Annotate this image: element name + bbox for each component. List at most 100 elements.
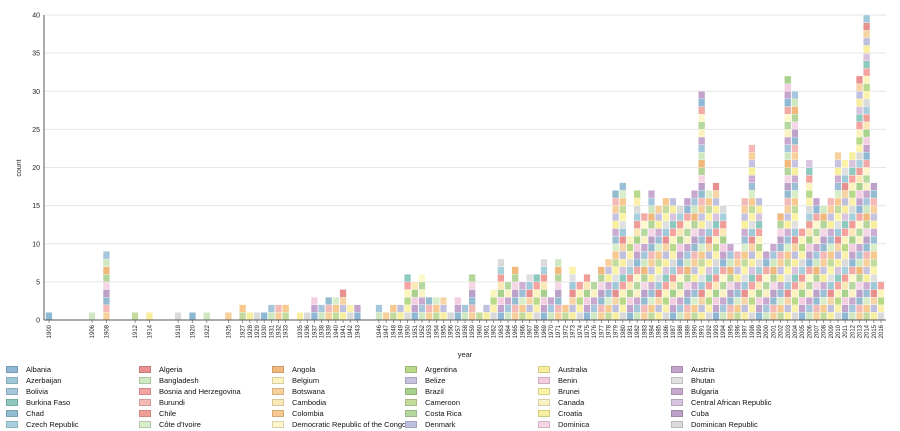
legend-item[interactable]: Cambodia — [272, 397, 326, 408]
bar-1972[interactable] — [561, 304, 569, 321]
bar-1979[interactable] — [612, 190, 620, 321]
bar-1961[interactable] — [483, 304, 490, 321]
bar-1995[interactable] — [726, 243, 734, 321]
bar-1996[interactable] — [734, 251, 741, 321]
bar-1906[interactable] — [88, 312, 96, 321]
bar-1931[interactable] — [267, 304, 275, 321]
bar-1932[interactable] — [275, 304, 282, 321]
bar-1946[interactable] — [375, 304, 383, 321]
bar-1984[interactable] — [648, 190, 655, 321]
legend-item[interactable]: Australia — [538, 364, 587, 375]
bar-1997[interactable] — [741, 197, 749, 321]
bar-1965[interactable] — [511, 266, 519, 321]
legend-item[interactable]: Czech Republic — [6, 419, 79, 430]
bar-1992[interactable] — [705, 190, 713, 321]
legend-item[interactable]: Costa Rica — [405, 408, 462, 419]
legend-item[interactable]: Albania — [6, 364, 51, 375]
legend-item[interactable]: Brunei — [538, 386, 580, 397]
bar-1990[interactable] — [691, 190, 698, 321]
legend-item[interactable]: Belize — [405, 375, 445, 386]
bar-1918[interactable] — [174, 312, 182, 321]
legend-item[interactable]: Colombia — [272, 408, 324, 419]
bar-2005[interactable] — [798, 228, 806, 321]
bar-1940[interactable] — [332, 296, 340, 321]
bar-1951[interactable] — [411, 281, 419, 321]
bar-1968[interactable] — [533, 274, 541, 321]
legend-item[interactable]: Algeria — [139, 364, 182, 375]
bar-1976[interactable] — [590, 281, 598, 321]
bar-1987[interactable] — [669, 197, 677, 321]
bar-1963[interactable] — [497, 258, 505, 321]
legend-item[interactable]: Chad — [6, 408, 44, 419]
bar-2003[interactable] — [784, 75, 792, 321]
bar-1900[interactable] — [45, 312, 53, 321]
bar-1958[interactable] — [461, 304, 469, 321]
bar-1927[interactable] — [239, 304, 247, 321]
bar-1912[interactable] — [131, 312, 139, 321]
legend-item[interactable]: Dominica — [538, 419, 589, 430]
bar-1956[interactable] — [447, 312, 455, 321]
bar-2015[interactable] — [870, 182, 878, 321]
bar-2001[interactable] — [769, 243, 777, 321]
legend-item[interactable]: Dominican Republic — [671, 419, 758, 430]
bar-2014[interactable] — [863, 14, 871, 321]
bar-1922[interactable] — [203, 312, 211, 321]
bar-1938[interactable] — [318, 304, 325, 321]
bar-1930[interactable] — [260, 312, 268, 321]
bar-1970[interactable] — [547, 296, 555, 321]
legend-item[interactable]: Austria — [671, 364, 714, 375]
bar-2012[interactable] — [848, 152, 856, 321]
bar-1989[interactable] — [683, 197, 691, 321]
legend-item[interactable]: Chile — [139, 408, 176, 419]
bar-1959[interactable] — [468, 274, 476, 321]
bar-1973[interactable] — [569, 266, 577, 321]
bar-2007[interactable] — [813, 197, 820, 321]
bar-1948[interactable] — [389, 304, 397, 321]
bar-1978[interactable] — [605, 258, 612, 321]
bar-1949[interactable] — [396, 304, 404, 321]
bar-1991[interactable] — [698, 91, 706, 321]
legend-item[interactable]: Botswana — [272, 386, 325, 397]
bar-1943[interactable] — [353, 304, 361, 321]
legend-item[interactable]: Azerbaijan — [6, 375, 61, 386]
bar-1975[interactable] — [583, 274, 591, 321]
bar-1977[interactable] — [597, 266, 605, 321]
legend-item[interactable]: Belgium — [272, 375, 319, 386]
legend-item[interactable]: Burkina Faso — [6, 397, 70, 408]
bar-1947[interactable] — [382, 312, 390, 321]
legend-item[interactable]: Brazil — [405, 386, 444, 397]
legend-item[interactable]: Cameroon — [405, 397, 460, 408]
legend-item[interactable]: Bulgaria — [671, 386, 719, 397]
bar-1971[interactable] — [554, 258, 562, 321]
bar-1981[interactable] — [626, 235, 634, 321]
bar-2013[interactable] — [856, 75, 863, 321]
bar-2000[interactable] — [762, 251, 770, 321]
legend-item[interactable]: Canada — [538, 397, 584, 408]
bar-1941[interactable] — [339, 289, 347, 321]
legend-item[interactable]: Bhutan — [671, 375, 715, 386]
bar-1955[interactable] — [440, 296, 447, 321]
bar-1982[interactable] — [633, 190, 641, 321]
bar-1966[interactable] — [518, 281, 526, 321]
bar-1929[interactable] — [253, 312, 261, 321]
bar-1928[interactable] — [246, 312, 254, 321]
bar-2011[interactable] — [841, 159, 849, 321]
bar-2010[interactable] — [834, 152, 842, 321]
bar-1933[interactable] — [282, 304, 290, 321]
bar-1952[interactable] — [418, 274, 426, 321]
bar-1980[interactable] — [619, 182, 627, 321]
bar-1994[interactable] — [719, 205, 727, 321]
bar-1920[interactable] — [188, 312, 196, 321]
bar-1985[interactable] — [655, 205, 663, 321]
bar-2016[interactable] — [877, 281, 885, 321]
legend-item[interactable]: Côte d'Ivoire — [139, 419, 201, 430]
bar-1960[interactable] — [475, 312, 483, 321]
bar-1914[interactable] — [145, 312, 153, 321]
legend-item[interactable]: Croatia — [538, 408, 582, 419]
bar-1942[interactable] — [346, 304, 354, 321]
bar-1999[interactable] — [755, 197, 763, 321]
bar-1964[interactable] — [504, 281, 512, 321]
bar-2008[interactable] — [820, 205, 828, 321]
bar-2004[interactable] — [791, 91, 799, 321]
bar-1974[interactable] — [576, 281, 584, 321]
